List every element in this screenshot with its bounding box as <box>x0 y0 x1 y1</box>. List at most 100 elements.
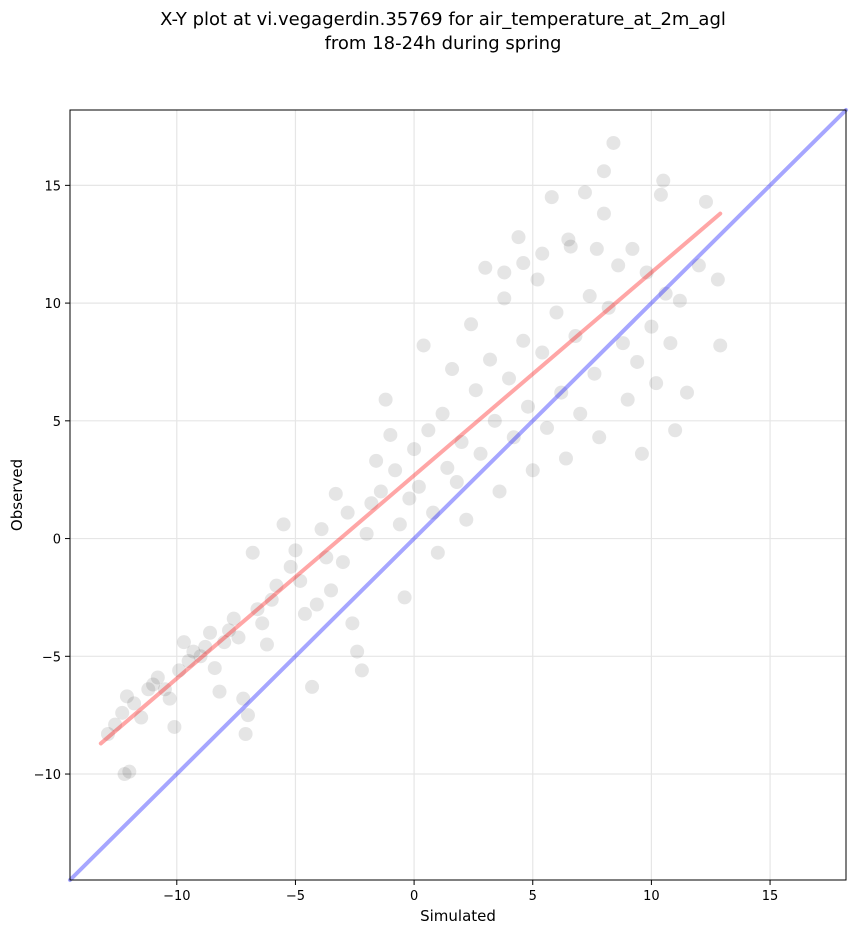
data-point <box>369 453 384 468</box>
data-point <box>146 677 161 692</box>
data-point <box>644 319 659 334</box>
identity-line <box>68 108 848 882</box>
data-point <box>293 573 308 588</box>
data-point <box>127 696 142 711</box>
data-point <box>530 272 545 287</box>
data-point <box>264 592 279 607</box>
regression-line <box>98 211 723 746</box>
data-point <box>207 661 222 676</box>
data-point <box>582 289 597 304</box>
data-point <box>238 727 253 742</box>
y-tick-label: −10 <box>34 768 61 783</box>
data-point <box>459 512 474 527</box>
data-point <box>658 286 673 301</box>
data-point <box>430 545 445 560</box>
data-point <box>345 616 360 631</box>
data-point <box>440 460 455 475</box>
data-point <box>255 616 270 631</box>
data-point <box>198 639 213 654</box>
data-point <box>561 232 576 247</box>
data-point <box>119 689 134 704</box>
data-point <box>221 623 236 638</box>
data-point <box>397 590 412 605</box>
data-point <box>350 644 365 659</box>
data-point <box>117 767 132 782</box>
data-point <box>596 206 611 221</box>
data-point <box>549 305 564 320</box>
data-point <box>611 258 626 273</box>
data-point <box>649 376 664 391</box>
data-point <box>172 663 187 678</box>
data-point <box>516 333 531 348</box>
x-tick-label: 10 <box>643 889 660 904</box>
data-point <box>250 602 265 617</box>
scatter-points <box>100 135 728 782</box>
data-point <box>506 430 521 445</box>
data-point <box>297 606 312 621</box>
y-tick-label: 15 <box>44 179 61 194</box>
data-point <box>558 451 573 466</box>
data-point <box>134 710 149 725</box>
x-tick-label: 5 <box>529 889 537 904</box>
data-point <box>217 635 232 650</box>
data-point <box>535 345 550 360</box>
data-point <box>487 413 502 428</box>
data-point <box>473 446 488 461</box>
data-point <box>226 611 241 626</box>
data-point <box>162 691 177 706</box>
data-point <box>383 427 398 442</box>
grid-lines <box>70 110 846 880</box>
data-point <box>335 555 350 570</box>
data-point <box>388 463 403 478</box>
data-point <box>497 265 512 280</box>
x-tick-label: −10 <box>163 889 190 904</box>
data-point <box>525 463 540 478</box>
data-point <box>577 185 592 200</box>
data-point <box>573 406 588 421</box>
data-point <box>392 517 407 532</box>
data-point <box>276 517 291 532</box>
data-point <box>167 719 182 734</box>
data-point <box>283 559 298 574</box>
data-point <box>483 352 498 367</box>
data-point <box>193 649 208 664</box>
axis-ticks: −10 −5 0 5 10 15 −10 −5 0 5 10 15 <box>34 179 779 904</box>
data-point <box>464 317 479 332</box>
data-point <box>421 423 436 438</box>
data-point <box>634 446 649 461</box>
data-point <box>288 543 303 558</box>
chart-title: X-Y plot at vi.vegagerdin.35769 for air_… <box>0 8 854 56</box>
data-point <box>108 717 123 732</box>
data-point <box>176 635 191 650</box>
data-point <box>691 258 706 273</box>
data-point <box>502 371 517 386</box>
y-axis-label: Observed <box>8 459 26 531</box>
data-point <box>305 679 320 694</box>
y-tick-label: −5 <box>42 650 61 665</box>
data-point <box>269 578 284 593</box>
data-point <box>236 691 251 706</box>
chart-title-line-1: X-Y plot at vi.vegagerdin.35769 for air_… <box>160 9 726 30</box>
data-point <box>122 764 137 779</box>
x-tick-label: 0 <box>410 889 418 904</box>
data-point <box>592 430 607 445</box>
data-point <box>521 399 536 414</box>
data-point <box>625 241 640 256</box>
data-point <box>478 260 493 275</box>
data-point <box>554 385 569 400</box>
data-point <box>606 135 621 150</box>
data-point <box>259 637 274 652</box>
data-point <box>663 336 678 351</box>
data-point <box>435 406 450 421</box>
data-point <box>141 682 156 697</box>
data-point <box>231 630 246 645</box>
data-point <box>596 164 611 179</box>
data-point <box>639 265 654 280</box>
data-point <box>449 475 464 490</box>
data-point <box>568 329 583 344</box>
data-point <box>587 366 602 381</box>
data-point <box>212 684 227 699</box>
data-point <box>309 597 324 612</box>
data-point <box>426 505 441 520</box>
